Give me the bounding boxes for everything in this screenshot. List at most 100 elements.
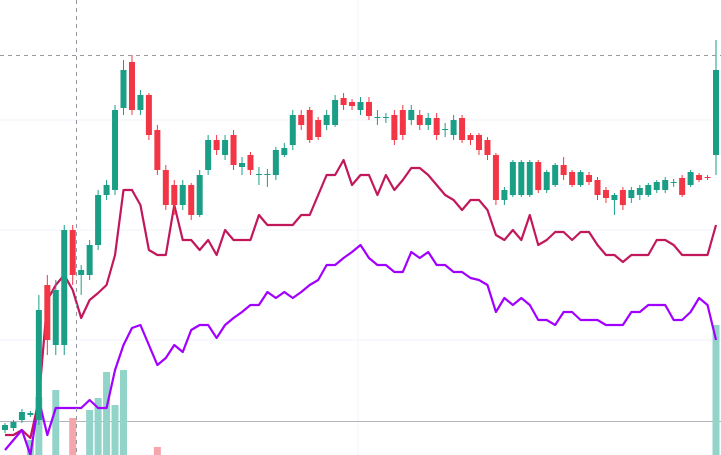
volume-bar bbox=[69, 418, 77, 455]
candle-body bbox=[86, 245, 93, 275]
candle-body bbox=[27, 413, 34, 415]
candle-body bbox=[255, 174, 262, 175]
candle-body bbox=[602, 190, 609, 198]
candle-body bbox=[162, 170, 169, 205]
candle-body bbox=[560, 165, 567, 175]
candle-body bbox=[340, 98, 347, 105]
candle-body bbox=[230, 135, 237, 165]
candle-body bbox=[289, 115, 296, 145]
candle-body bbox=[518, 162, 525, 195]
volume-bar bbox=[120, 370, 127, 455]
candle-body bbox=[552, 165, 559, 185]
volume-bar bbox=[35, 397, 43, 455]
candle-body bbox=[103, 185, 110, 195]
candle-body bbox=[653, 182, 660, 190]
candle-body bbox=[222, 140, 229, 155]
volume-bar bbox=[712, 325, 720, 455]
candle-body bbox=[391, 115, 398, 140]
candle-body bbox=[416, 115, 423, 125]
candle-body bbox=[213, 140, 220, 150]
candle-body bbox=[611, 195, 618, 200]
candle-body bbox=[670, 182, 677, 183]
candle-body bbox=[323, 115, 330, 125]
candle-body bbox=[492, 155, 499, 200]
candle-body bbox=[188, 185, 195, 215]
candle-body bbox=[543, 172, 550, 190]
volume-bar bbox=[86, 410, 94, 455]
candle-body bbox=[450, 120, 457, 135]
candle-body bbox=[272, 150, 279, 175]
candle-body bbox=[374, 117, 381, 118]
candle-body bbox=[535, 162, 542, 190]
candle-body bbox=[95, 195, 102, 245]
candle-body bbox=[526, 162, 533, 195]
indicator-line bbox=[4, 243, 718, 455]
candle-body bbox=[306, 110, 313, 140]
volume bbox=[26, 325, 720, 455]
candle-body bbox=[247, 155, 254, 170]
indicator-line bbox=[5, 158, 718, 440]
candle-body bbox=[619, 190, 626, 205]
candle-body bbox=[128, 62, 135, 110]
candle-body bbox=[586, 175, 593, 182]
candle-body bbox=[357, 102, 364, 110]
candle-body bbox=[687, 172, 694, 185]
candle-body bbox=[645, 185, 652, 195]
candle-body bbox=[408, 110, 415, 120]
candle-body bbox=[205, 140, 212, 170]
candle-body bbox=[281, 148, 288, 155]
candle-body bbox=[171, 185, 178, 205]
volume-bar bbox=[94, 398, 102, 455]
candle-body bbox=[137, 95, 144, 110]
indicator-lines bbox=[4, 158, 718, 455]
candle-body bbox=[239, 163, 245, 167]
volume-bar bbox=[26, 440, 34, 455]
candle-body bbox=[61, 230, 68, 345]
volume-bar bbox=[103, 372, 111, 455]
candle-body bbox=[628, 190, 635, 198]
candle-body bbox=[459, 118, 466, 140]
candle-body bbox=[332, 100, 339, 125]
candle-body bbox=[10, 422, 17, 428]
candles bbox=[2, 40, 719, 433]
candle-body bbox=[509, 162, 516, 195]
candle-body bbox=[636, 188, 643, 195]
candle-body bbox=[2, 425, 8, 430]
candle-body bbox=[264, 174, 271, 175]
candle-body bbox=[399, 110, 406, 135]
candle-body bbox=[442, 129, 449, 130]
candle-body bbox=[476, 135, 482, 150]
candle-body bbox=[78, 270, 85, 275]
candle-body bbox=[713, 70, 719, 155]
candle-body bbox=[18, 412, 25, 420]
candle-body bbox=[704, 177, 711, 178]
candle-body bbox=[298, 115, 305, 125]
candle-body bbox=[577, 172, 584, 185]
candle-body bbox=[120, 70, 127, 108]
candle-body bbox=[696, 175, 703, 180]
candle-body bbox=[154, 130, 161, 170]
candle-body bbox=[433, 118, 440, 135]
candle-body bbox=[35, 310, 42, 420]
candle-body bbox=[484, 140, 491, 155]
candle-body bbox=[196, 175, 203, 215]
candle-body bbox=[662, 180, 669, 190]
candle-body bbox=[382, 117, 389, 118]
candle-body bbox=[44, 285, 51, 340]
volume-bar bbox=[52, 390, 60, 455]
candle-body bbox=[145, 95, 152, 135]
candle-body bbox=[112, 110, 119, 190]
candle-body bbox=[179, 185, 186, 205]
volume-bar bbox=[153, 447, 161, 455]
candle-body bbox=[349, 102, 356, 106]
candle-body bbox=[425, 118, 432, 125]
candle-body bbox=[315, 120, 322, 137]
volume-bar bbox=[111, 405, 119, 455]
candle-body bbox=[467, 135, 474, 140]
candle-body bbox=[569, 172, 576, 185]
candle-body bbox=[365, 102, 372, 116]
candle-body bbox=[69, 230, 76, 275]
candle-body bbox=[679, 178, 686, 195]
